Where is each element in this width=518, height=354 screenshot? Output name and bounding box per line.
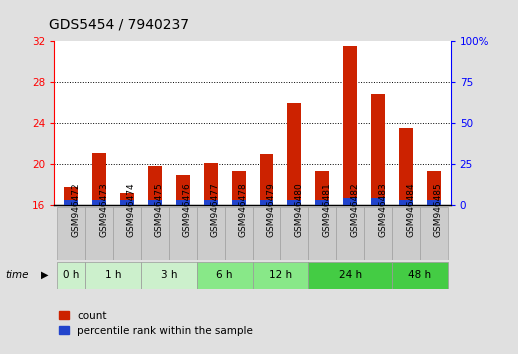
Bar: [392, 262, 448, 289]
Bar: [280, 207, 308, 260]
Bar: [427, 171, 441, 205]
Bar: [399, 128, 413, 205]
Bar: [343, 46, 357, 205]
Text: time: time: [5, 270, 28, 280]
Text: GDS5454 / 7940237: GDS5454 / 7940237: [49, 18, 189, 32]
Bar: [392, 207, 420, 260]
Bar: [148, 200, 162, 205]
Text: ▶: ▶: [41, 270, 49, 280]
Text: GSM946475: GSM946475: [155, 182, 164, 237]
Text: GSM946473: GSM946473: [99, 182, 108, 237]
Bar: [120, 200, 134, 205]
Text: GSM946483: GSM946483: [378, 182, 387, 237]
Text: 12 h: 12 h: [269, 270, 292, 280]
Bar: [399, 200, 413, 205]
Bar: [57, 262, 85, 289]
Bar: [92, 200, 106, 205]
Bar: [225, 207, 253, 260]
Bar: [92, 153, 106, 205]
Text: 48 h: 48 h: [408, 270, 431, 280]
Bar: [232, 200, 246, 205]
Bar: [364, 207, 392, 260]
Bar: [64, 187, 78, 205]
Bar: [287, 200, 301, 205]
Text: GSM946477: GSM946477: [211, 182, 220, 237]
Text: GSM946481: GSM946481: [322, 182, 332, 237]
Bar: [204, 200, 218, 205]
Bar: [308, 207, 336, 260]
Text: 24 h: 24 h: [339, 270, 362, 280]
Bar: [120, 193, 134, 205]
Bar: [57, 207, 85, 260]
Bar: [343, 198, 357, 205]
Bar: [232, 171, 246, 205]
Text: GSM946484: GSM946484: [406, 182, 415, 237]
Text: GSM946479: GSM946479: [266, 182, 276, 237]
Bar: [420, 207, 448, 260]
Text: 1 h: 1 h: [105, 270, 121, 280]
Bar: [371, 198, 385, 205]
Bar: [197, 207, 225, 260]
Legend: count, percentile rank within the sample: count, percentile rank within the sample: [54, 307, 257, 340]
Bar: [308, 262, 392, 289]
Bar: [315, 171, 329, 205]
Bar: [85, 207, 113, 260]
Bar: [176, 200, 190, 205]
Bar: [64, 200, 78, 205]
Bar: [169, 207, 197, 260]
Bar: [287, 103, 301, 205]
Bar: [315, 200, 329, 205]
Bar: [141, 262, 197, 289]
Bar: [148, 166, 162, 205]
Bar: [176, 176, 190, 205]
Text: GSM946478: GSM946478: [239, 182, 248, 237]
Text: 6 h: 6 h: [217, 270, 233, 280]
Text: GSM946476: GSM946476: [183, 182, 192, 237]
Text: 3 h: 3 h: [161, 270, 177, 280]
Bar: [113, 207, 141, 260]
Bar: [371, 94, 385, 205]
Bar: [253, 262, 308, 289]
Bar: [260, 200, 274, 205]
Bar: [253, 207, 280, 260]
Text: 0 h: 0 h: [63, 270, 79, 280]
Bar: [85, 262, 141, 289]
Text: GSM946472: GSM946472: [71, 182, 80, 237]
Text: GSM946480: GSM946480: [294, 182, 304, 237]
Bar: [427, 200, 441, 205]
Text: GSM946485: GSM946485: [434, 182, 443, 237]
Bar: [260, 154, 274, 205]
Bar: [197, 262, 253, 289]
Text: GSM946482: GSM946482: [350, 182, 359, 237]
Bar: [141, 207, 169, 260]
Bar: [336, 207, 364, 260]
Bar: [204, 163, 218, 205]
Text: GSM946474: GSM946474: [127, 182, 136, 237]
